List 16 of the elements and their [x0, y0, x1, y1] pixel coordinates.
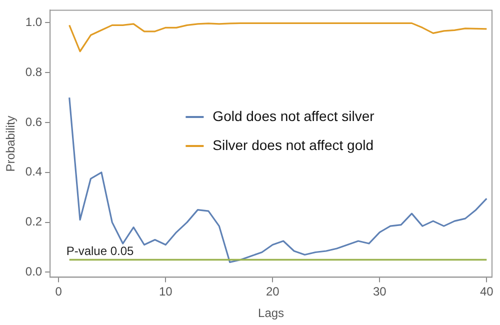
y-tick-label: 0.2 — [25, 214, 42, 229]
y-tick-label: 0.8 — [25, 64, 42, 79]
y-tick-label: 0.0 — [25, 264, 42, 279]
x-tick-label: 30 — [372, 284, 387, 299]
x-tick-label: 20 — [266, 284, 280, 299]
y-tick-label: 1.0 — [25, 14, 42, 29]
y-axis-title: Probability — [4, 116, 18, 172]
legend-label: Gold does not affect silver — [212, 108, 375, 124]
y-tick-label: 0.4 — [25, 164, 42, 179]
y-tick-label: 0.6 — [25, 114, 42, 129]
x-tick-label: 10 — [158, 284, 173, 299]
legend-label: Silver does not affect gold — [212, 136, 374, 153]
x-tick-label: 40 — [480, 284, 494, 299]
ref-line-label: P-value 0.05 — [66, 244, 134, 258]
x-tick-label: 0 — [55, 284, 62, 299]
x-axis-title: Lags — [258, 306, 284, 320]
